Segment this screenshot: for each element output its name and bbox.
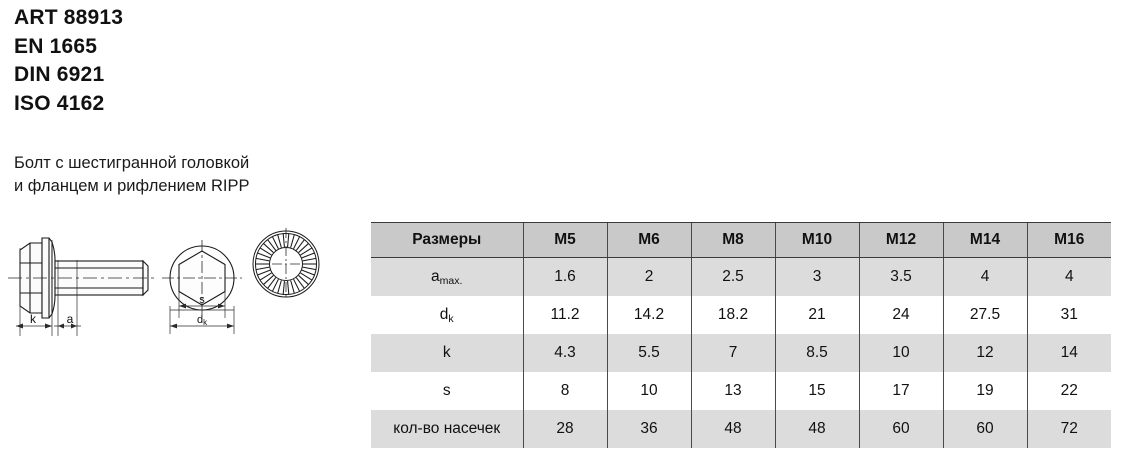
ripp-serration-drawing (246, 224, 326, 309)
table-cell: 18.2 (690, 296, 775, 334)
header-cell-m14: M14 (942, 222, 1027, 258)
table-cell: 60 (858, 410, 943, 448)
table-cell: 21 (774, 296, 859, 334)
table-cell: 4 (1026, 257, 1111, 296)
table-cell: 17 (858, 372, 943, 410)
dimension-label-dk: dk (197, 314, 208, 327)
row-label-text: a (431, 268, 440, 285)
table-cell: 7 (690, 334, 775, 372)
dimension-label-s: s (199, 294, 205, 306)
bolt-top-view-drawing: s dk (160, 218, 244, 345)
header-cell-m8: M8 (690, 222, 775, 258)
table-row: dk 11.2 14.2 18.2 21 24 27.5 31 (371, 296, 1111, 334)
row-label-text: d (439, 306, 449, 323)
standard-din: DIN 6921 (14, 63, 105, 86)
table-cell: 3.5 (858, 257, 943, 296)
table-cell: 14.2 (606, 296, 691, 334)
dimension-label-a: a (67, 312, 74, 326)
table-cell: 3 (774, 257, 859, 296)
table-cell: 19 (942, 372, 1027, 410)
standard-art: ART 88913 (14, 6, 124, 29)
table-cell: 4 (942, 257, 1027, 296)
table-cell: 10 (858, 334, 943, 372)
table-row: s 8 10 13 15 17 19 22 (371, 372, 1111, 410)
table-cell: 48 (690, 410, 775, 448)
table-cell: 4.3 (522, 334, 607, 372)
table-row: кол-во насечек 28 36 48 48 60 60 72 (371, 410, 1111, 448)
table-cell: 5.5 (606, 334, 691, 372)
standard-iso: ISO 4162 (14, 91, 105, 115)
table-cell: 14 (1026, 334, 1111, 372)
description-line-1: Болт с шестигранной головкой (14, 154, 250, 172)
table-cell: 31 (1026, 296, 1111, 334)
table-cell: 24 (858, 296, 943, 334)
row-label-cell: amax. (371, 257, 523, 296)
header-cell-m6: M6 (606, 222, 691, 258)
table-cell: 10 (606, 372, 691, 410)
table-cell: 8.5 (774, 334, 859, 372)
standard-en: EN 1665 (14, 34, 98, 58)
table-cell: 2.5 (690, 257, 775, 296)
ripp-serration-svg (252, 228, 320, 300)
table-cell: 15 (774, 372, 859, 410)
row-label-subscript: max. (439, 275, 463, 287)
technical-drawings: k a (0, 218, 345, 343)
header-cell-m10: M10 (774, 222, 859, 258)
product-description: Болт с шестигранной головкой и фланцем и… (14, 152, 359, 198)
table-body: amax. 1.6 2 2.5 3 3.5 4 4 dk 11.2 14.2 18.2 21 24 27.5… (371, 257, 1111, 448)
table-header-row: Размеры M5 M6 M8 M10 M12 M14 M16 (371, 222, 1111, 258)
row-label-cell: кол-во насечек (371, 410, 523, 448)
table-cell: 28 (522, 410, 607, 448)
header-cell-m5: M5 (522, 222, 607, 258)
table-cell: 27.5 (942, 296, 1027, 334)
header-cell-m16: M16 (1026, 222, 1111, 258)
description-line-2: и фланцем и рифлением RIPP (14, 177, 250, 195)
dimension-label-k: k (30, 312, 37, 326)
table-row: k 4.3 5.5 7 8.5 10 12 14 (371, 334, 1111, 372)
specifications-table-container: Размеры M5 M6 M8 M10 M12 M14 M16 amax. 1.6 2 2.5 3… (371, 222, 1111, 448)
bolt-side-view-svg: k a (8, 237, 158, 336)
row-label-cell: s (371, 372, 523, 410)
header-cell-m12: M12 (858, 222, 943, 258)
table-cell: 1.6 (522, 257, 607, 296)
bolt-side-view-drawing: k a (2, 218, 162, 345)
bolt-top-view-svg: s dk (162, 240, 242, 334)
table-header: Размеры M5 M6 M8 M10 M12 M14 M16 (371, 222, 1111, 258)
table-cell: 11.2 (522, 296, 607, 334)
table-cell: 48 (774, 410, 859, 448)
table-row: amax. 1.6 2 2.5 3 3.5 4 4 (371, 257, 1111, 296)
table-cell: 2 (606, 257, 691, 296)
row-label-subscript: k (448, 313, 454, 325)
row-label-cell: k (371, 334, 523, 372)
table-cell: 8 (522, 372, 607, 410)
table-cell: 60 (942, 410, 1027, 448)
table-cell: 72 (1026, 410, 1111, 448)
standards-list: ART 88913 EN 1665 DIN 6921 ISO 4162 (14, 4, 354, 118)
table-cell: 22 (1026, 372, 1111, 410)
header-cell-label: Размеры (371, 222, 523, 258)
table-cell: 12 (942, 334, 1027, 372)
specifications-table: Размеры M5 M6 M8 M10 M12 M14 M16 amax. 1.6 2 2.5 3… (371, 222, 1111, 448)
table-cell: 13 (690, 372, 775, 410)
row-label-cell: dk (371, 296, 523, 334)
table-cell: 36 (606, 410, 691, 448)
